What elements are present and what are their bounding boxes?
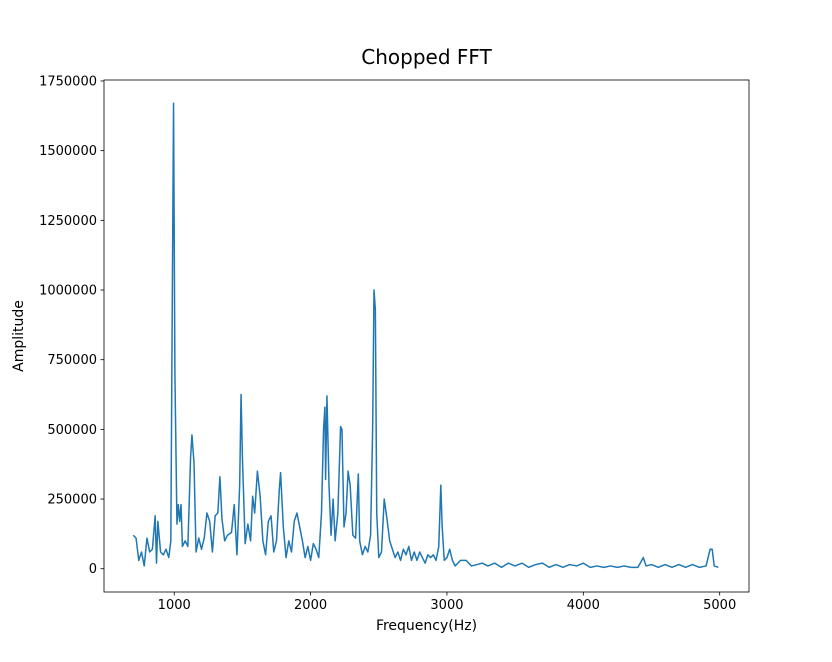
y-tick-label: 500000	[47, 423, 97, 438]
chart-title: Chopped FFT	[361, 45, 492, 69]
y-axis-label: Amplitude	[11, 300, 27, 372]
y-tick-label: 1750000	[39, 74, 97, 89]
data-line	[132, 102, 719, 569]
y-tick-label: 1250000	[39, 214, 97, 229]
x-axis-label: Frequency(Hz)	[376, 618, 477, 634]
y-tick-label: 1500000	[39, 144, 97, 159]
y-tick-label: 1000000	[39, 284, 97, 299]
plot-frame	[103, 79, 750, 593]
y-tick-label: 750000	[47, 353, 97, 368]
x-tick-label: 5000	[703, 598, 736, 613]
y-tick-label: 0	[89, 562, 97, 577]
x-tick-label: 3000	[430, 598, 463, 613]
x-tick-label: 1000	[158, 598, 191, 613]
y-tick-label: 250000	[47, 493, 97, 508]
x-tick-label: 4000	[567, 598, 600, 613]
x-tick-label: 2000	[294, 598, 327, 613]
